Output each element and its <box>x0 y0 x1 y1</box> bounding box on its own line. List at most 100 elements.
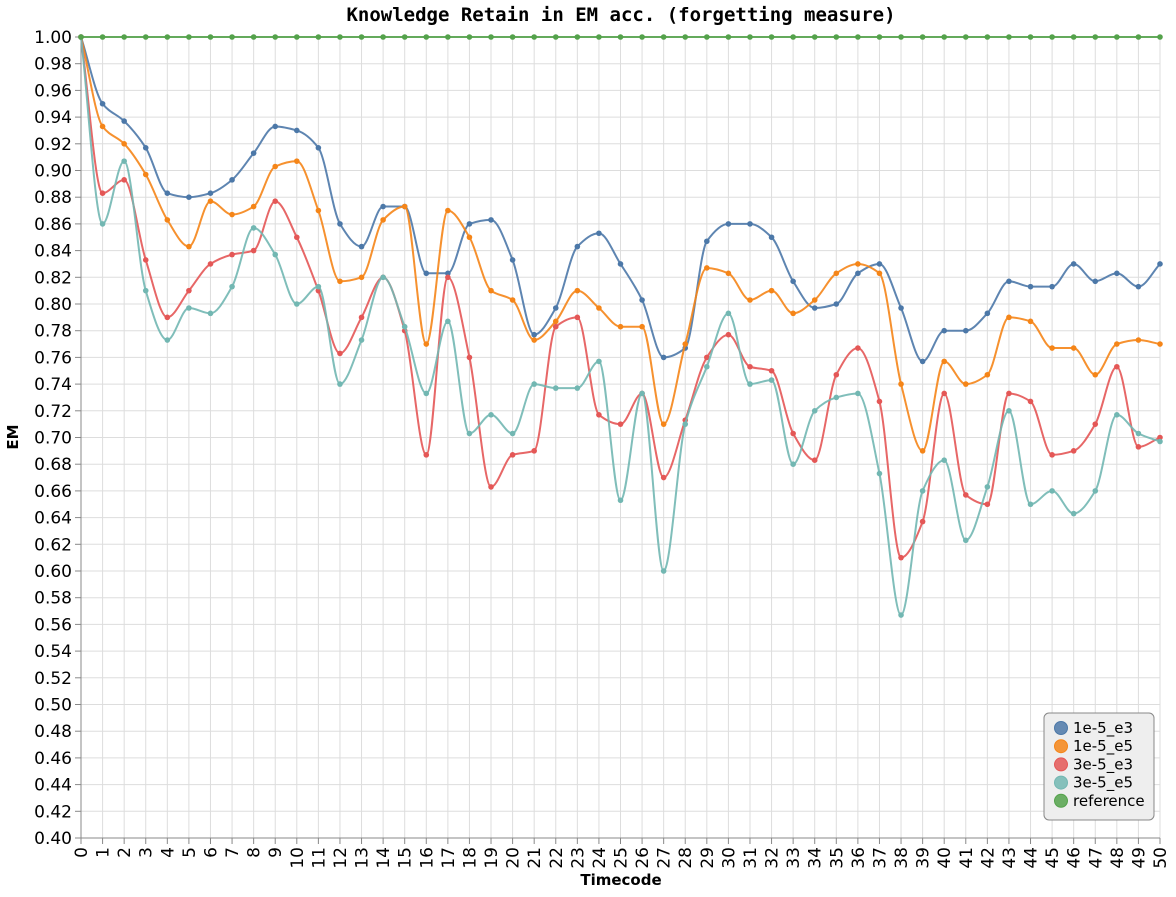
y-tick-label: 0.56 <box>34 615 72 635</box>
data-point-1e-5-e5 <box>704 265 710 271</box>
data-point-1e-5-e5 <box>855 261 861 267</box>
legend-box <box>1043 712 1155 821</box>
data-point-1e-5-e3 <box>121 118 127 124</box>
legend-swatch <box>1054 793 1068 808</box>
data-point-reference <box>207 34 214 40</box>
data-point-1e-5-e5 <box>639 323 645 330</box>
data-point-1e-5-e5 <box>768 287 775 294</box>
legend-label: 1e-5_e3 <box>1073 719 1133 738</box>
data-point-1e-5-e3 <box>574 243 581 250</box>
x-tick-label: 25 <box>612 847 632 869</box>
data-point-1e-5-e3 <box>941 327 947 334</box>
data-point-1e-5-e5 <box>358 274 365 281</box>
data-point-1e-5-e5 <box>790 310 796 317</box>
data-point-3e-5-e5 <box>229 283 235 290</box>
data-point-reference <box>639 34 645 40</box>
data-point-1e-5-e5 <box>164 217 171 223</box>
data-point-reference <box>962 34 969 40</box>
data-point-3e-5-e3 <box>1027 398 1034 405</box>
x-tick-label: 1 <box>94 847 114 858</box>
data-point-1e-5-e3 <box>704 238 710 245</box>
data-point-3e-5-e5 <box>682 421 689 427</box>
y-tick-label: 0.64 <box>34 509 72 529</box>
y-tick-label: 0.50 <box>34 696 72 716</box>
x-tick-label: 29 <box>698 847 718 869</box>
data-point-reference <box>1027 34 1034 40</box>
data-point-1e-5-e3 <box>1114 270 1120 277</box>
legend-swatch <box>1054 721 1068 735</box>
data-point-1e-5-e3 <box>466 221 473 227</box>
y-tick-label: 0.94 <box>34 108 72 128</box>
legend-swatch <box>1054 775 1068 790</box>
data-point-3e-5-e5 <box>941 457 947 463</box>
data-point-3e-5-e3 <box>466 354 473 361</box>
data-point-1e-5-e5 <box>272 163 279 170</box>
data-point-3e-5-e5 <box>315 283 322 290</box>
data-point-reference <box>121 34 127 40</box>
data-point-1e-5-e3 <box>142 145 149 151</box>
data-point-3e-5-e5 <box>1070 510 1077 517</box>
x-tick-label: 14 <box>374 847 394 869</box>
data-point-1e-5-e5 <box>380 217 386 223</box>
data-point-3e-5-e5 <box>790 461 796 468</box>
data-point-3e-5-e3 <box>833 371 840 378</box>
data-point-3e-5-e5 <box>445 318 451 325</box>
data-point-1e-5-e3 <box>747 221 753 227</box>
data-point-3e-5-e3 <box>272 198 279 205</box>
data-point-3e-5-e3 <box>488 484 494 490</box>
data-point-1e-5-e3 <box>811 305 818 311</box>
data-point-3e-5-e5 <box>358 337 365 343</box>
data-point-1e-5-e3 <box>99 100 106 107</box>
data-point-reference <box>142 34 149 40</box>
data-point-3e-5-e5 <box>811 408 818 414</box>
x-tick-label: 20 <box>504 847 524 869</box>
data-point-1e-5-e3 <box>294 127 300 134</box>
x-tick-label: 17 <box>439 847 459 869</box>
data-point-1e-5-e3 <box>1027 283 1034 290</box>
data-point-3e-5-e3 <box>423 452 430 458</box>
data-point-reference <box>855 34 861 40</box>
data-point-3e-5-e5 <box>466 430 473 437</box>
x-tick-label: 11 <box>309 847 329 869</box>
y-tick-label: 0.44 <box>34 776 72 796</box>
data-point-reference <box>833 34 840 40</box>
data-point-1e-5-e5 <box>142 171 149 178</box>
y-tick-label: 0.62 <box>34 535 72 555</box>
data-point-3e-5-e3 <box>164 314 171 321</box>
data-point-3e-5-e5 <box>1114 412 1120 418</box>
data-point-3e-5-e5 <box>164 337 171 343</box>
data-point-1e-5-e5 <box>833 270 840 277</box>
data-point-reference <box>1049 34 1055 40</box>
data-point-1e-5-e3 <box>1135 283 1142 290</box>
data-point-reference <box>358 34 365 40</box>
x-tick-label: 9 <box>266 847 286 858</box>
data-point-1e-5-e5 <box>1049 345 1055 351</box>
x-tick-label: 33 <box>784 847 804 869</box>
data-point-reference <box>294 34 300 40</box>
data-point-1e-5-e5 <box>401 203 408 210</box>
data-point-reference <box>186 34 192 40</box>
x-tick-label: 47 <box>1086 847 1106 869</box>
y-tick-label: 0.66 <box>34 482 72 502</box>
data-point-1e-5-e5 <box>552 318 559 325</box>
y-tick-label: 0.98 <box>34 55 72 75</box>
data-point-3e-5-e3 <box>229 251 235 258</box>
data-point-3e-5-e3 <box>531 448 537 454</box>
y-tick-label: 0.72 <box>34 402 72 422</box>
data-point-1e-5-e5 <box>99 123 106 130</box>
data-point-3e-5-e3 <box>358 314 365 321</box>
x-tick-label: 34 <box>806 847 826 869</box>
data-point-1e-5-e3 <box>833 301 840 307</box>
data-point-1e-5-e3 <box>660 354 667 361</box>
data-point-3e-5-e3 <box>747 363 753 370</box>
data-point-3e-5-e5 <box>509 430 516 437</box>
data-point-3e-5-e5 <box>898 612 904 618</box>
data-point-reference <box>531 34 537 40</box>
data-point-1e-5-e3 <box>919 358 926 365</box>
data-point-3e-5-e3 <box>596 412 602 418</box>
data-point-3e-5-e5 <box>380 274 386 281</box>
data-point-3e-5-e5 <box>186 305 192 311</box>
data-point-3e-5-e3 <box>121 177 127 183</box>
